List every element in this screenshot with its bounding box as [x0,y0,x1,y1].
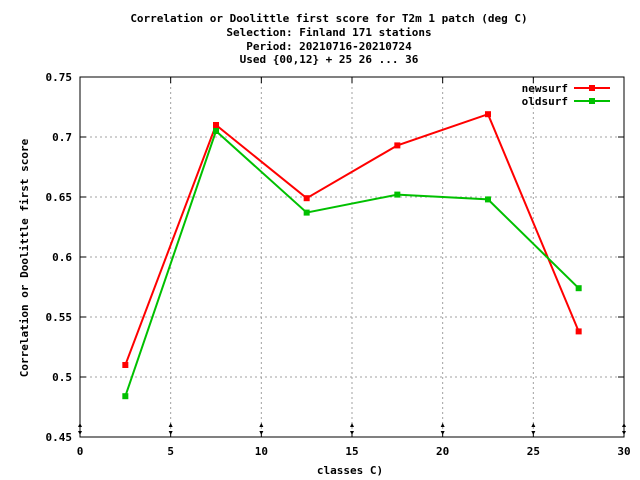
x-bin-marker [78,423,82,435]
data-point-newsurf [303,195,310,202]
data-point-oldsurf [575,285,582,292]
data-point-oldsurf [122,393,129,400]
x-bin-marker [440,423,445,435]
x-tick-label: 20 [436,445,449,458]
y-tick-label: 0.6 [52,251,72,264]
data-point-newsurf [485,111,491,118]
legend-label-oldsurf: oldsurf [522,95,568,108]
series-line-oldsurf [124,129,580,397]
y-tick-label: 0.75 [46,71,73,84]
y-axis-label: Correlation or Doolittle first score [18,138,31,377]
title-line-3: Period: 20210716-20210724 [246,40,412,53]
data-point-newsurf [213,122,219,128]
x-tick-label: 15 [345,445,358,458]
title-line-1: Correlation or Doolittle first score for… [130,12,527,25]
grid-lines [80,77,624,437]
x-bin-marker [259,423,264,435]
x-bin-marker [531,423,536,435]
series-layer [122,111,582,400]
data-point-oldsurf [303,209,310,216]
x-bin-marker [168,423,173,435]
series-newsurf [122,111,582,368]
x-axis-ticks: 0 5 10 15 20 25 30 [77,77,631,458]
series-line-newsurf [124,112,580,366]
title-line-4: Used {00,12} + 25 26 ... 36 [240,53,419,66]
data-point-oldsurf [485,196,491,203]
data-point-oldsurf [213,128,219,134]
x-tick-label: 30 [617,445,630,458]
y-tick-label: 0.65 [46,191,73,204]
x-tick-label: 5 [167,445,174,458]
y-tick-label: 0.7 [52,131,72,144]
data-point-newsurf [575,328,582,335]
x-axis-label: classes C) [317,464,383,477]
chart-title: Correlation or Doolittle first score for… [130,12,527,66]
title-line-2: Selection: Finland 171 stations [226,26,431,39]
x-tick-label: 0 [77,445,84,458]
data-point-oldsurf [394,191,401,198]
legend-label-newsurf: newsurf [522,82,568,95]
legend-marker-oldsurf [589,98,595,104]
legend-marker-newsurf [589,85,595,91]
x-bin-marker [622,423,626,435]
data-point-newsurf [394,142,401,149]
x-tick-label: 25 [527,445,540,458]
y-tick-label: 0.45 [46,431,73,444]
y-tick-label: 0.55 [46,311,73,324]
series-oldsurf [122,128,582,400]
y-tick-label: 0.5 [52,371,72,384]
x-bin-marker [350,423,354,435]
data-point-newsurf [122,362,129,368]
x-tick-label: 10 [255,445,268,458]
y-axis-ticks: 0.45 0.5 0.55 0.6 0.65 0.7 0.75 [46,71,624,444]
